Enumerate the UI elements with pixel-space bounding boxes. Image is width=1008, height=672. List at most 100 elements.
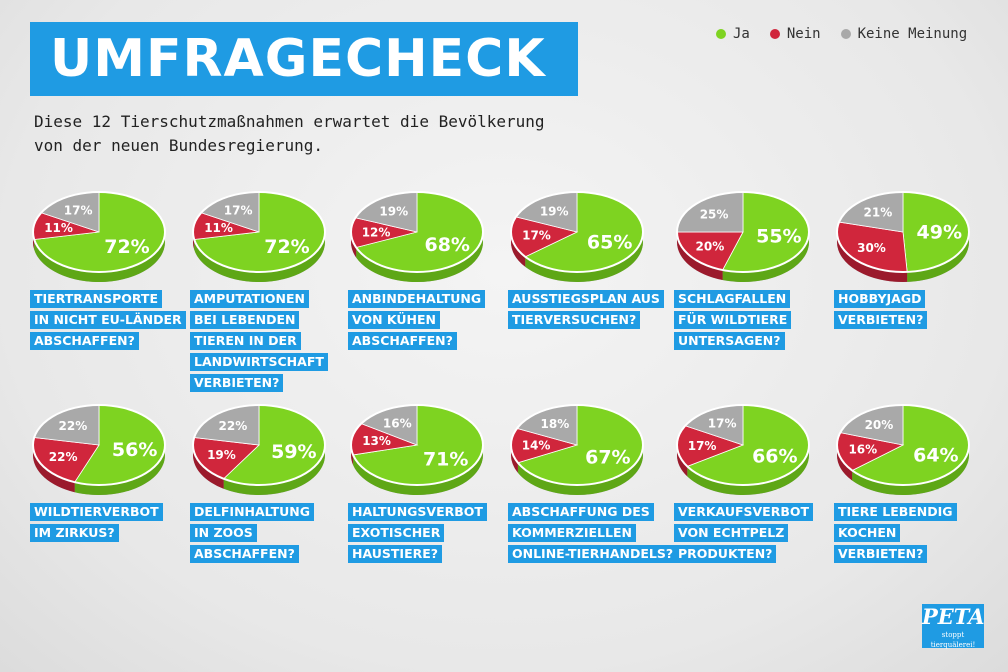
question-line: ONLINE-TIERHANDELS? <box>508 545 678 563</box>
pie-chart: 71% 13% 16% <box>350 404 484 495</box>
pie-chart: 59% 19% 22% <box>192 404 326 495</box>
pie-rim <box>350 191 484 273</box>
pie-rim <box>32 191 166 273</box>
pie-value-label: 19% <box>379 205 408 219</box>
question-line: ABSCHAFFEN? <box>30 332 139 350</box>
question-line: EXOTISCHER <box>348 524 445 542</box>
question-line: VERBIETEN? <box>834 545 928 563</box>
question-label: AUSSTIEGSPLAN AUS TIERVERSUCHEN? <box>508 290 683 332</box>
question-label: TIERE LEBENDIG KOCHEN VERBIETEN? <box>834 503 1008 566</box>
question-label: ABSCHAFFUNG DES KOMMERZIELLEN ONLINE-TIERH… <box>508 503 683 566</box>
pie-rim <box>510 191 644 273</box>
pie-chart-card: 65% 17% 19% AUSSTIEGSPLAN AUS TIERVERSUCHEN? <box>508 190 664 390</box>
legend-label: Nein <box>786 26 821 42</box>
pie-value-label: 65% <box>587 232 632 254</box>
pie-value-label: 16% <box>848 443 877 457</box>
legend-swatch <box>769 29 780 39</box>
question-label: AMPUTATIONEN BEI LEBENDEN TIEREN IN DER LAN… <box>190 290 365 395</box>
pie-value-label: 14% <box>522 438 551 452</box>
pie-chart: 66% 17% 17% <box>676 404 810 495</box>
question-line: VERKAUFSVERBOT <box>674 503 814 521</box>
pie-chart: 55% 20% 25% <box>676 191 810 282</box>
pie-chart-card: 55% 20% 25% SCHLAGFALLEN FÜR WILDTIERE UNTERS… <box>674 190 824 390</box>
question-line: TIERE LEBENDIG <box>834 503 957 521</box>
pie-chart: 67% 14% 18% <box>510 404 644 495</box>
pie-slice-side <box>907 232 969 282</box>
question-line: LANDWIRTSCHAFT <box>190 353 328 371</box>
pie-value-label: 17% <box>522 228 551 242</box>
pie-chart-card: 49% 30% 21% HOBBYJAGD VERBIETEN? <box>834 190 984 390</box>
pie-value-label: 64% <box>913 444 958 466</box>
question-label: HOBBYJAGD VERBIETEN? <box>834 290 1008 332</box>
logo-wordmark: PETA <box>922 604 985 629</box>
question-line: WILDTIERVERBOT <box>30 503 163 521</box>
pie-slice-side <box>223 445 325 495</box>
pie-value-label: 56% <box>112 439 157 461</box>
logo-tagline: stoppt tierquälerei! <box>930 631 976 649</box>
question-label: DELFINHALTUNG IN ZOOS ABSCHAFFEN? <box>190 503 365 566</box>
question-label: SCHLAGFALLEN FÜR WILDTIERE UNTERSAGEN? <box>674 290 849 353</box>
question-line: ABSCHAFFEN? <box>348 332 457 350</box>
pie-value-label: 22% <box>49 450 78 464</box>
question-line: HOBBYJAGD <box>834 290 926 308</box>
pie-chart-card: 72% 11% 17% TIERTRANSPORTE IN NICHT EU-LÄNDE… <box>30 190 186 390</box>
question-line: FÜR WILDTIERE <box>674 311 792 329</box>
pie-rim <box>350 404 484 486</box>
question-line: IM ZIRKUS? <box>30 524 119 542</box>
question-line: ANBINDEHALTUNG <box>348 290 486 308</box>
pie-chart-card: 67% 14% 18% ABSCHAFFUNG DES KOMMERZIELLEN ONL… <box>508 403 678 603</box>
pie-value-label: 19% <box>207 448 236 462</box>
pie-rim <box>192 191 326 273</box>
question-label: HALTUNGSVERBOT EXOTISCHER HAUSTIERE? <box>348 503 523 566</box>
pie-value-label: 16% <box>383 416 412 430</box>
pie-value-label: 55% <box>756 225 801 247</box>
pie-slice-side <box>194 232 325 282</box>
question-line: ABSCHAFFEN? <box>190 545 299 563</box>
question-label: VERKAUFSVERBOT VON ECHTPELZ PRODUKTEN? <box>674 503 849 566</box>
pie-value-label: 18% <box>541 417 570 431</box>
pie-value-label: 72% <box>264 236 309 258</box>
pie-value-label: 68% <box>424 234 469 256</box>
pie-chart: 49% 30% 21% <box>836 191 970 282</box>
pie-chart: 72% 11% 17% <box>192 191 326 282</box>
pie-value-label: 11% <box>44 221 73 235</box>
legend: Ja Nein Keine Meinung <box>716 26 967 42</box>
pie-value-label: 25% <box>700 207 729 221</box>
legend-item-nein: Nein <box>769 26 821 42</box>
question-line: VERBIETEN? <box>190 374 284 392</box>
pie-chart: 72% 11% 17% <box>32 191 166 282</box>
question-line: DELFINHALTUNG <box>190 503 314 521</box>
question-line: UNTERSAGEN? <box>674 332 785 350</box>
legend-label: Ja <box>733 26 750 42</box>
pie-value-label: 17% <box>708 417 737 431</box>
question-line: HAUSTIERE? <box>348 545 443 563</box>
question-line: IN ZOOS <box>190 524 257 542</box>
pie-value-label: 20% <box>696 240 725 254</box>
pie-slice-side <box>34 232 166 282</box>
pie-value-label: 17% <box>224 204 253 218</box>
subtitle: Diese 12 Tierschutzmaßnahmen erwartet di… <box>34 110 614 158</box>
question-line: TIERVERSUCHEN? <box>508 311 641 329</box>
pie-chart-card: 68% 12% 19% ANBINDEHALTUNG VON KÜHEN ABSCHAFF… <box>348 190 498 390</box>
pie-value-label: 17% <box>688 439 717 453</box>
question-label: WILDTIERVERBOT IM ZIRKUS? <box>30 503 205 545</box>
question-line: BEI LEBENDEN <box>190 311 300 329</box>
pie-value-label: 21% <box>864 205 893 219</box>
question-line: PRODUKTEN? <box>674 545 777 563</box>
subtitle-line: Diese 12 Tierschutzmaßnahmen erwartet di… <box>34 112 545 131</box>
question-line: VON KÜHEN <box>348 311 440 329</box>
pie-rim <box>32 404 166 486</box>
pie-rim <box>836 191 970 273</box>
question-label: TIERTRANSPORTE IN NICHT EU-LÄNDER ABSCHAFF… <box>30 290 205 353</box>
question-line: VERBIETEN? <box>834 311 928 329</box>
question-line: AUSSTIEGSPLAN AUS <box>508 290 664 308</box>
legend-item-keine-meinung: Keine Meinung <box>840 26 968 42</box>
pie-value-label: 22% <box>59 419 88 433</box>
question-line: KOCHEN <box>834 524 901 542</box>
pie-value-label: 20% <box>865 418 894 432</box>
pie-value-label: 11% <box>204 221 233 235</box>
legend-label: Keine Meinung <box>857 26 968 42</box>
pie-chart-card: 72% 11% 17% AMPUTATIONEN BEI LEBENDEN TIEREN … <box>190 190 340 392</box>
pie-value-label: 67% <box>585 447 630 469</box>
pie-rim <box>836 404 970 486</box>
